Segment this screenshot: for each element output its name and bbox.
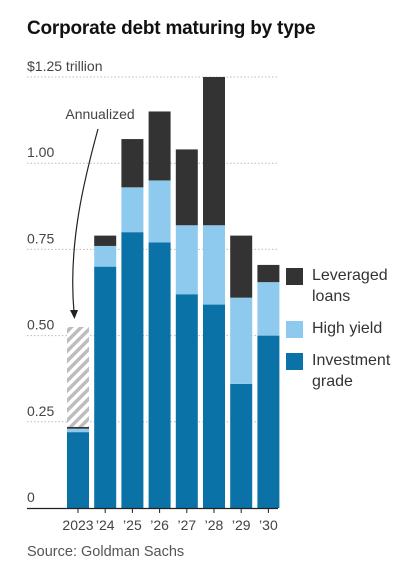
y-tick-label: 0.75 — [27, 230, 54, 246]
annualized-arrowhead — [70, 310, 78, 319]
legend-label-high-yield: High yield — [312, 320, 383, 337]
bar-leveraged-loans — [203, 77, 225, 226]
bar-high-yield — [94, 245, 117, 267]
x-tick-label: 2023 — [62, 517, 93, 533]
bar-high-yield — [148, 180, 171, 243]
x-tick-label: ’24 — [96, 517, 115, 533]
bar-investment-grade — [203, 304, 225, 508]
legend-swatch-leveraged-loans — [286, 268, 303, 285]
bar-investment-grade — [121, 232, 144, 508]
x-tick-label: ’30 — [259, 517, 278, 533]
bar-high-yield — [121, 187, 144, 233]
annualized-annotation: Annualized — [65, 106, 134, 122]
bar-investment-grade — [175, 294, 198, 508]
x-tick-label: ’29 — [232, 517, 251, 533]
chart-title: Corporate debt maturing by type — [27, 18, 316, 39]
legend-swatch-high-yield — [286, 321, 303, 338]
legend-item-investment-grade: Investment grade — [286, 350, 410, 392]
bar-investment-grade — [257, 335, 280, 508]
y-tick-label: 1.00 — [27, 144, 54, 160]
x-tick-label: ’28 — [205, 517, 224, 533]
y-tick-label: $1.25 trillion — [27, 58, 103, 74]
legend-item-leveraged-loans: Leveraged loans — [286, 265, 410, 307]
bar-investment-grade — [230, 383, 253, 508]
x-tick-label: ’26 — [150, 517, 169, 533]
annualized-arrow — [72, 128, 99, 313]
bar-high-yield — [175, 225, 198, 295]
bar-high-yield — [257, 282, 280, 336]
x-tick-label: ’27 — [177, 517, 196, 533]
bar-leveraged-loans — [230, 235, 253, 298]
bar-leveraged-loans — [175, 149, 198, 226]
y-tick-label: 0 — [27, 489, 35, 505]
bar-leveraged-loans — [121, 139, 144, 188]
bar-investment-grade — [148, 242, 171, 508]
bar-leveraged-loans — [67, 426, 89, 429]
y-tick-label: 0.25 — [27, 403, 54, 419]
legend-swatch-investment-grade — [286, 353, 303, 370]
y-tick-label: 0.50 — [27, 317, 54, 333]
legend-label-leveraged-loans: Leveraged loans — [312, 267, 388, 305]
bar-investment-grade — [94, 266, 117, 508]
bar-leveraged-loans — [257, 264, 280, 283]
bar-investment-grade — [67, 432, 89, 508]
legend-item-high-yield: High yield — [286, 318, 410, 339]
x-tick-label: ’25 — [123, 517, 142, 533]
bar-leveraged-loans — [148, 111, 171, 181]
bar-high-yield — [230, 297, 253, 384]
bar-high-yield — [67, 428, 89, 433]
bar-leveraged-loans — [94, 235, 117, 246]
legend-label-investment-grade: Investment grade — [312, 352, 391, 390]
source-note: Source: Goldman Sachs — [27, 544, 185, 560]
bar-high-yield — [203, 225, 225, 305]
